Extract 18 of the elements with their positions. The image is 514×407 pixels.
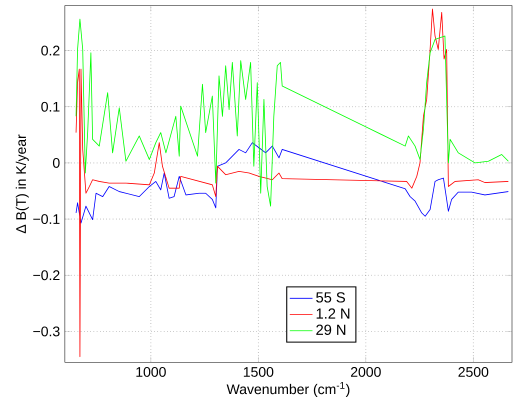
x-tick-label: 2500 [458,366,488,377]
x-tick-label: 1500 [244,366,274,377]
y-tick-label: 0.2 [41,46,60,56]
legend-label: 55 S [316,292,345,302]
line-series [76,142,509,224]
x-tick-label: 2000 [350,366,381,377]
x-tick-label: 1000 [136,366,166,377]
y-tick-label: −0.2 [33,270,60,280]
legend-label: 29 N [316,324,346,335]
y-tick-label: −0.1 [33,214,60,224]
y-tick-label: 0 [52,158,60,168]
legend-label: 1.2 N [316,308,350,319]
y-axis-title: Δ B(T) in K/year [16,134,29,234]
x-axis-title: Wavenumber (cm$^{-1}$) [226,382,350,397]
y-tick-label: −0.3 [33,326,60,336]
y-tick-label: 0.1 [41,102,60,112]
line-series [76,8,509,357]
line-series [76,18,509,206]
